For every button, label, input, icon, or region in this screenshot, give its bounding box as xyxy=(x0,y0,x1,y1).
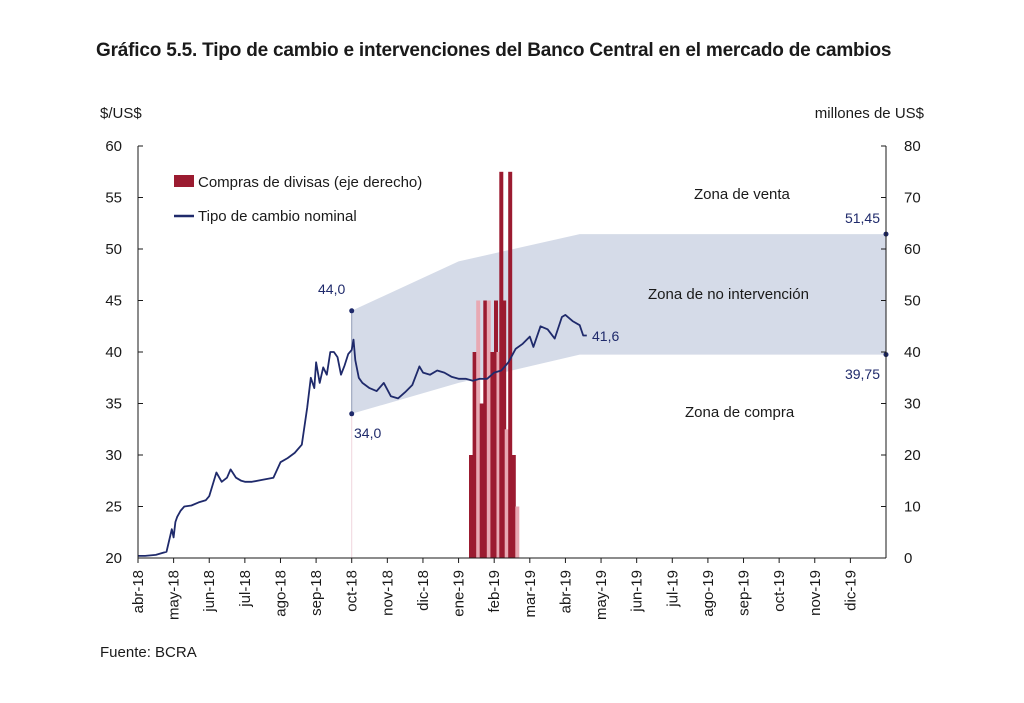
purchase-bar xyxy=(479,403,484,558)
right-tick-label: 80 xyxy=(904,138,921,155)
band-lower-start-dot xyxy=(349,411,355,417)
right-tick-label: 0 xyxy=(904,550,912,567)
x-tick-label: sep-18 xyxy=(308,570,325,616)
purchase-bar xyxy=(494,300,498,558)
left-tick-label: 20 xyxy=(105,550,122,567)
purchase-bar xyxy=(502,300,507,558)
band-upper-start-dot xyxy=(349,308,355,314)
band-lower-end-label: 39,75 xyxy=(845,366,880,382)
purchase-bar xyxy=(515,506,520,558)
band-upper-end-label: 51,45 xyxy=(845,210,880,226)
right-tick-label: 30 xyxy=(904,396,921,413)
x-tick-label: may-19 xyxy=(593,570,610,620)
band-lower-start-label: 34,0 xyxy=(354,425,381,441)
x-tick-label: dic-19 xyxy=(842,570,859,611)
intervention-band xyxy=(351,234,886,414)
chart-title: Gráfico 5.5. Tipo de cambio e intervenci… xyxy=(96,40,892,61)
x-tick-label: nov-18 xyxy=(379,570,396,616)
x-tick-label: jul-19 xyxy=(664,570,681,608)
purchase-bar xyxy=(490,352,495,558)
x-tick-label: mar-19 xyxy=(522,570,539,618)
x-tick-label: nov-19 xyxy=(807,570,824,616)
purchase-bar xyxy=(499,171,504,559)
x-tick-label: dic-18 xyxy=(415,570,432,611)
x-tick-label: ago-19 xyxy=(700,570,717,617)
axes-layer: 20 25 30 35 40 45 50 55 60 0 10 20 30 40 50 60 70 80 abr-1… xyxy=(105,138,920,620)
purchase-bar xyxy=(469,455,473,558)
left-tick-label: 45 xyxy=(105,293,122,310)
purchase-bar xyxy=(508,171,513,559)
x-tick-label: ene-19 xyxy=(451,570,468,617)
purchase-bar xyxy=(472,352,477,558)
x-tick-label: oct-19 xyxy=(771,570,788,612)
x-tick-label: abr-18 xyxy=(130,570,147,613)
legend: Compras de divisas (eje derecho) Tipo de… xyxy=(174,174,422,225)
purchase-bar xyxy=(486,300,491,558)
right-tick-label: 60 xyxy=(904,241,921,258)
right-tick-label: 40 xyxy=(904,344,921,361)
last-rate-label: 41,6 xyxy=(592,328,619,344)
purchase-bar xyxy=(496,352,501,558)
left-tick-label: 50 xyxy=(105,241,122,258)
intervention-band-layer xyxy=(349,231,889,558)
zone-buy-label: Zona de compra xyxy=(685,404,795,421)
purchase-bar xyxy=(504,429,509,559)
purchase-bar xyxy=(511,455,516,558)
left-tick-label: 35 xyxy=(105,396,122,413)
x-tick-label: abr-19 xyxy=(557,570,574,613)
left-tick-label: 40 xyxy=(105,344,122,361)
left-axis-unit: $/US$ xyxy=(100,105,142,122)
x-tick-label: jun-19 xyxy=(629,570,646,613)
x-tick-label: ago-18 xyxy=(273,570,290,617)
right-tick-label: 10 xyxy=(904,499,921,516)
right-tick-label: 70 xyxy=(904,190,921,207)
chart-source: Fuente: BCRA xyxy=(100,644,197,661)
left-tick-label: 60 xyxy=(105,138,122,155)
right-axis-unit: millones de US$ xyxy=(815,105,925,122)
x-tick-label: sep-19 xyxy=(736,570,753,616)
right-tick-label: 20 xyxy=(904,447,921,464)
legend-bar-swatch xyxy=(174,175,194,187)
legend-line-label: Tipo de cambio nominal xyxy=(198,208,357,225)
x-tick-label: may-18 xyxy=(166,570,183,620)
purchase-bar xyxy=(476,300,481,558)
purchase-bar xyxy=(483,300,488,558)
x-tick-label: feb-19 xyxy=(486,570,503,613)
left-tick-label: 55 xyxy=(105,190,122,207)
right-tick-label: 50 xyxy=(904,293,921,310)
left-tick-label: 25 xyxy=(105,499,122,516)
zone-sell-label: Zona de venta xyxy=(694,186,791,203)
legend-bar-label: Compras de divisas (eje derecho) xyxy=(198,174,422,191)
x-tick-label: jul-18 xyxy=(237,570,254,608)
exchange-rate-line xyxy=(138,314,587,557)
exchange-rate-line-layer xyxy=(138,314,587,557)
zone-no-intervention-label: Zona de no intervención xyxy=(648,286,809,303)
band-upper-start-label: 44,0 xyxy=(318,281,345,297)
x-tick-label: jun-18 xyxy=(201,570,218,613)
purchase-bars-layer xyxy=(469,171,520,559)
left-tick-label: 30 xyxy=(105,447,122,464)
x-tick-label: oct-18 xyxy=(344,570,361,612)
